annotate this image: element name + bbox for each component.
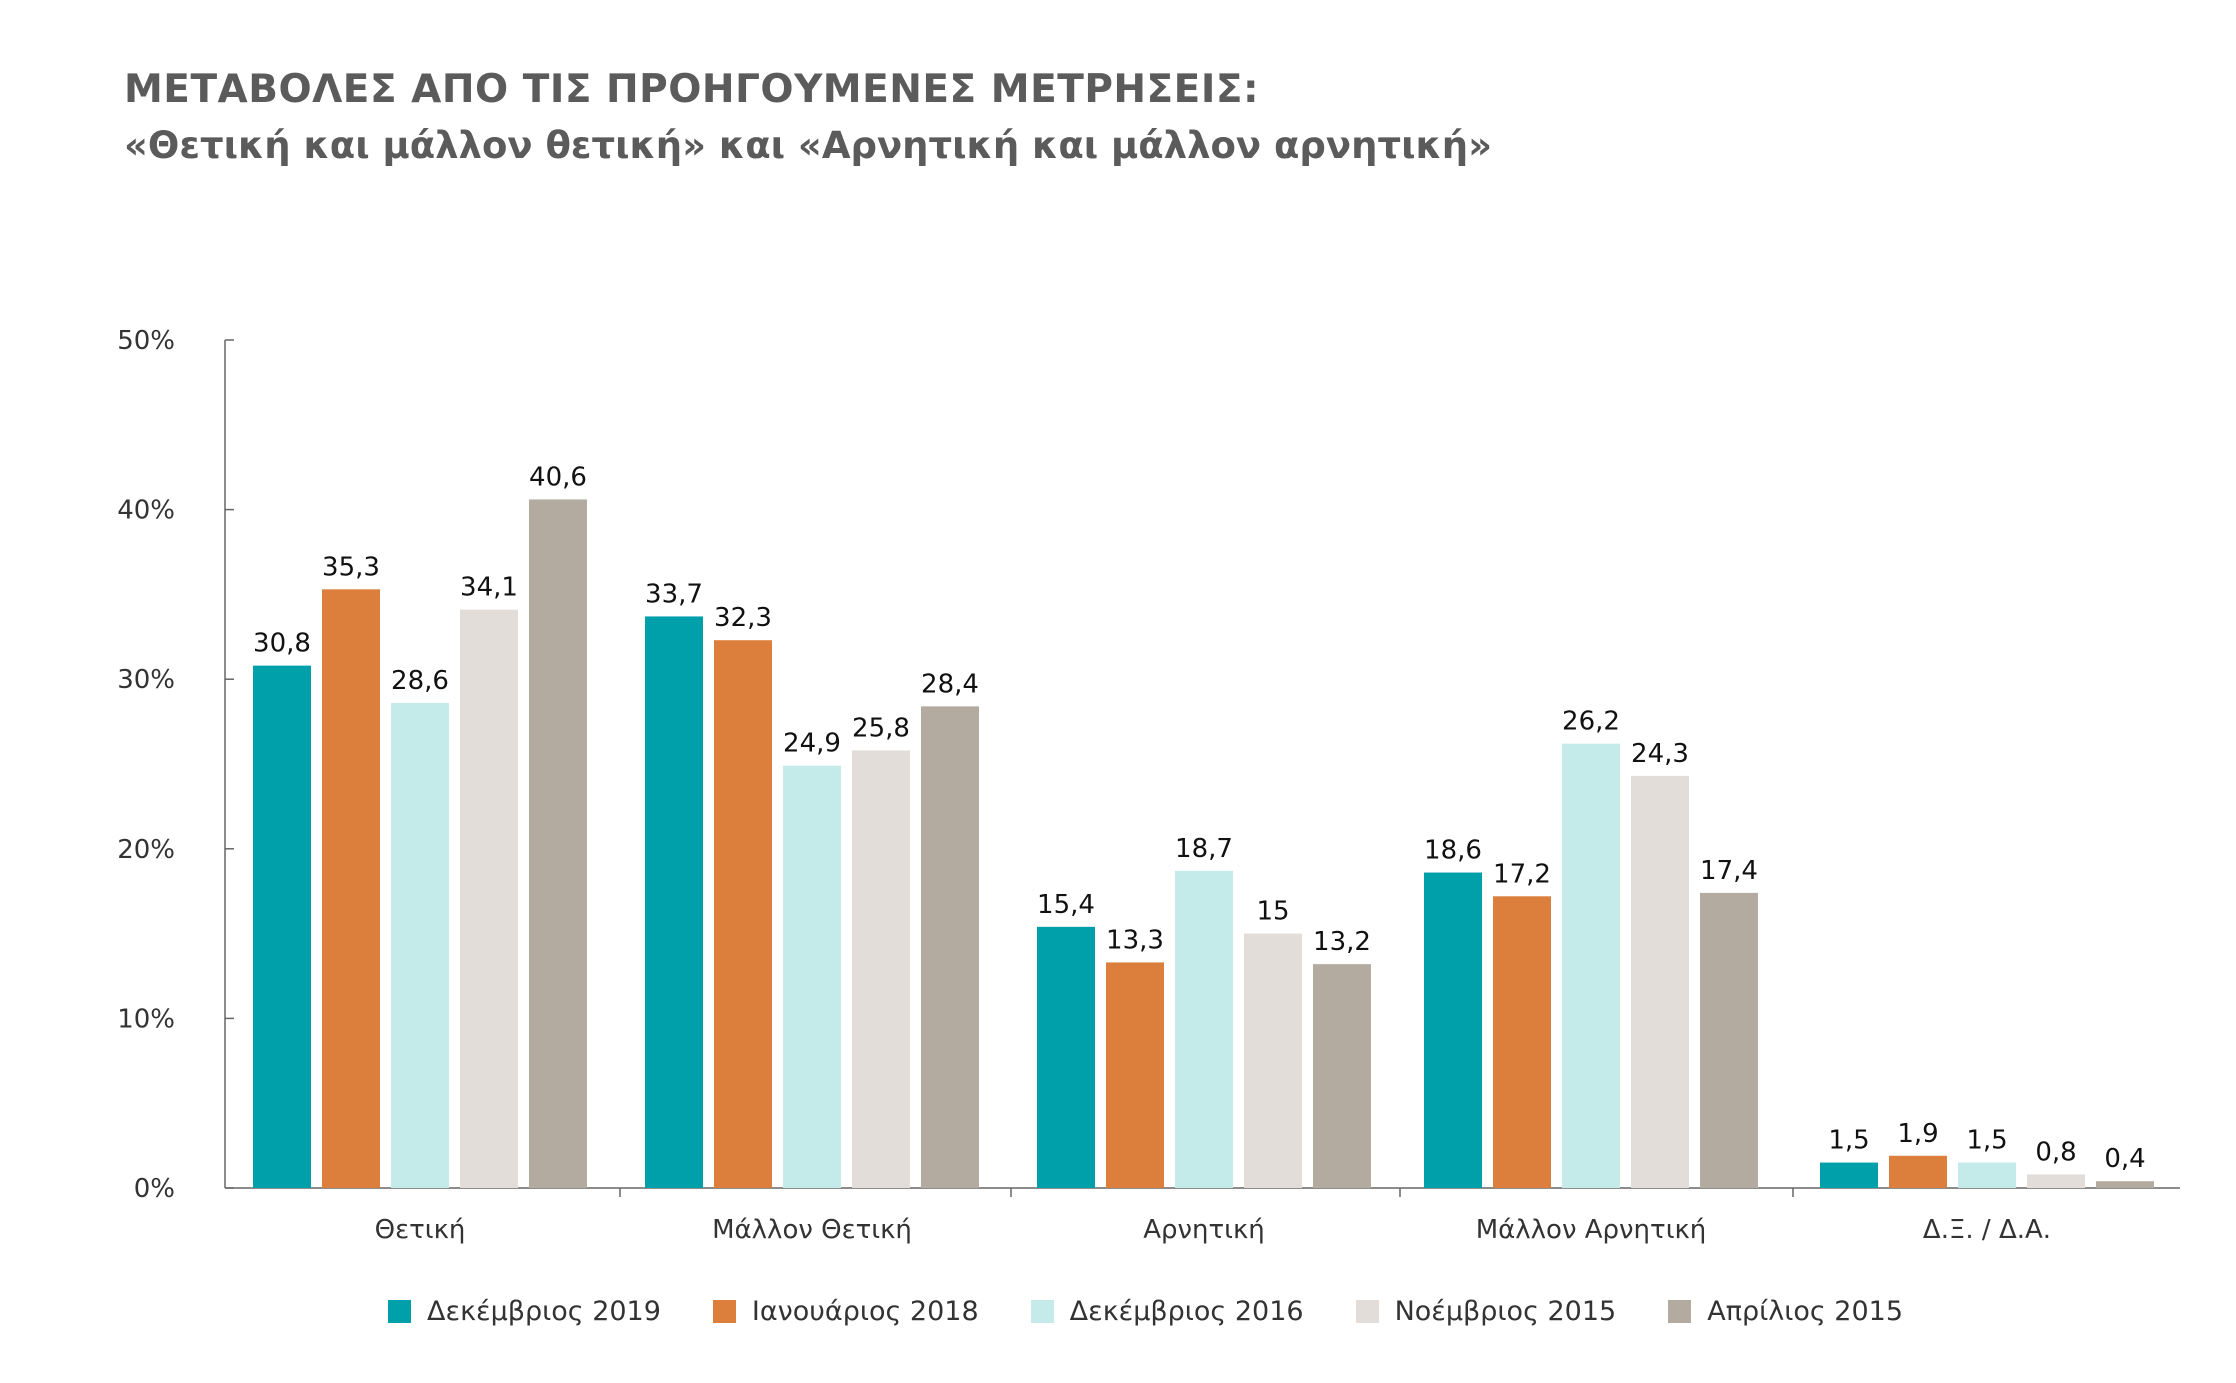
- bar: [1820, 1162, 1878, 1188]
- data-label: 0,4: [2104, 1144, 2145, 1174]
- data-label: 25,8: [852, 713, 910, 743]
- bar: [1631, 775, 1689, 1188]
- data-label: 33,7: [645, 579, 703, 609]
- y-tick-label: 20%: [117, 835, 175, 865]
- bar: [1424, 872, 1482, 1188]
- x-tick-label: Αρνητική: [1143, 1215, 1265, 1245]
- legend-item: Ιανουάριος 2018: [712, 1296, 979, 1327]
- bar: [529, 499, 587, 1188]
- legend-item: Δεκέμβριος 2019: [388, 1296, 661, 1327]
- bar: [460, 609, 518, 1188]
- legend-label: Νοέμβριος 2015: [1394, 1296, 1617, 1327]
- bar: [1037, 926, 1095, 1188]
- bar: [1700, 892, 1758, 1188]
- chart-legend: Δεκέμβριος 2019 Ιανουάριος 2018 Δεκέμβριος…: [388, 1296, 1955, 1327]
- legend-label: Απρίλιος 2015: [1707, 1296, 1903, 1327]
- data-label: 26,2: [1562, 707, 1620, 737]
- bar: [1493, 896, 1551, 1188]
- bar: [1313, 964, 1371, 1188]
- bar: [921, 706, 979, 1188]
- y-tick-label: 10%: [117, 1004, 175, 1034]
- legend-label: Ιανουάριος 2018: [751, 1296, 979, 1327]
- bar: [391, 702, 449, 1188]
- legend-swatch: [712, 1300, 736, 1323]
- data-label: 18,6: [1424, 836, 1482, 866]
- bar: [1958, 1162, 2016, 1188]
- legend-item: Απρίλιος 2015: [1668, 1296, 1903, 1327]
- data-label: 1,5: [1828, 1126, 1869, 1156]
- data-label: 34,1: [460, 573, 518, 603]
- bar: [322, 589, 380, 1188]
- legend-label: Δεκέμβριος 2019: [427, 1296, 661, 1327]
- data-label: 28,4: [921, 669, 979, 699]
- legend-swatch: [1030, 1300, 1054, 1323]
- x-tick-label: Δ.Ξ. / Δ.Α.: [1923, 1215, 2051, 1245]
- data-label: 17,2: [1493, 859, 1551, 889]
- data-label: 1,5: [1966, 1126, 2007, 1156]
- bar: [1244, 933, 1302, 1188]
- legend-item: Νοέμβριος 2015: [1355, 1296, 1617, 1327]
- data-label: 40,6: [529, 462, 587, 492]
- data-label: 24,9: [783, 729, 841, 759]
- bar: [1562, 743, 1620, 1188]
- data-label: 1,9: [1897, 1119, 1938, 1149]
- data-label: 32,3: [714, 603, 772, 633]
- bar: [714, 640, 772, 1188]
- bar: [852, 750, 910, 1188]
- data-label: 35,3: [322, 552, 380, 582]
- bar: [2027, 1174, 2085, 1188]
- legend-swatch: [1668, 1300, 1692, 1323]
- legend-label: Δεκέμβριος 2016: [1069, 1296, 1304, 1327]
- legend-item: Δεκέμβριος 2016: [1030, 1296, 1304, 1327]
- data-label: 17,4: [1700, 856, 1758, 886]
- y-tick-label: 50%: [117, 326, 175, 356]
- data-label: 13,3: [1106, 925, 1164, 955]
- data-label: 18,7: [1175, 834, 1233, 864]
- data-label: 15,4: [1037, 890, 1095, 920]
- bar: [2096, 1181, 2154, 1188]
- bar: [1175, 870, 1233, 1188]
- x-tick-label: Μάλλον Θετική: [712, 1215, 912, 1245]
- y-tick-label: 30%: [117, 665, 175, 695]
- data-label: 0,8: [2035, 1137, 2076, 1167]
- bar: [1106, 962, 1164, 1188]
- bar: [253, 665, 311, 1188]
- data-label: 28,6: [391, 666, 449, 696]
- x-tick-label: Μάλλον Αρνητική: [1476, 1215, 1707, 1245]
- bar: [783, 765, 841, 1188]
- chart-title: ΜΕΤΑΒΟΛΕΣ ΑΠΟ ΤΙΣ ΠΡΟΗΓΟΥΜΕΝΕΣ ΜΕΤΡΗΣΕΙΣ…: [124, 67, 1260, 112]
- bar: [1889, 1155, 1947, 1188]
- data-label: 30,8: [253, 629, 311, 659]
- data-label: 13,2: [1313, 927, 1371, 957]
- title-block: ΜΕΤΑΒΟΛΕΣ ΑΠΟ ΤΙΣ ΠΡΟΗΓΟΥΜΕΝΕΣ ΜΕΤΡΗΣΕΙΣ…: [124, 62, 1492, 174]
- chart-subtitle: «Θετική και μάλλον θετική» και «Αρνητική…: [124, 124, 1493, 167]
- data-label: 24,3: [1631, 739, 1689, 769]
- bar: [645, 616, 703, 1188]
- legend-swatch: [1355, 1300, 1379, 1323]
- x-tick-label: Θετική: [375, 1215, 466, 1245]
- y-tick-label: 0%: [134, 1174, 175, 1204]
- y-tick-label: 40%: [117, 496, 175, 526]
- legend-swatch: [388, 1300, 411, 1323]
- data-label: 15: [1256, 897, 1289, 927]
